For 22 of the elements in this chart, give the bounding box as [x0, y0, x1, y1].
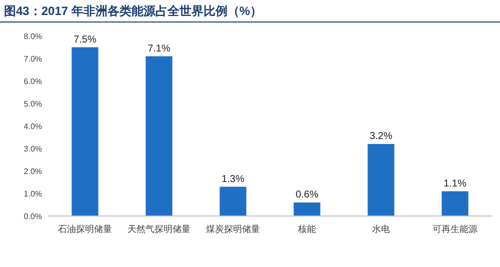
y-tick-label: 5.0% — [24, 100, 42, 108]
y-tick-label: 7.0% — [24, 54, 42, 64]
data-label: 0.6% — [296, 190, 319, 200]
y-tick-label: 0.0% — [24, 212, 42, 221]
x-tick-label: 石油探明储量 — [58, 224, 112, 234]
y-tick-label: 3.0% — [24, 144, 42, 154]
title: 图43：2017 年非洲各类能源占全世界比例（%） — [4, 4, 262, 18]
x-tick-label: 可再生能源 — [432, 224, 478, 234]
y-tick-label: 6.0% — [24, 77, 42, 86]
x-tick-label: 水电 — [372, 224, 390, 234]
y-tick-label: 1.0% — [24, 190, 42, 198]
x-tick-label: 天然气探明储量 — [128, 224, 190, 234]
y-tick-label: 4.0% — [24, 122, 42, 131]
x-tick-label: 煤炭探明储量 — [206, 224, 260, 234]
y-tick-label: 8.0% — [24, 32, 42, 41]
data-label: 1.1% — [444, 178, 467, 190]
data-label: 7.5% — [74, 34, 97, 46]
data-label: 3.2% — [370, 131, 393, 142]
x-tick-label: 核能 — [297, 224, 316, 234]
data-label: 1.3% — [222, 174, 245, 185]
y-tick-label: 2.0% — [24, 167, 42, 176]
data-label: 7.1% — [148, 43, 171, 54]
